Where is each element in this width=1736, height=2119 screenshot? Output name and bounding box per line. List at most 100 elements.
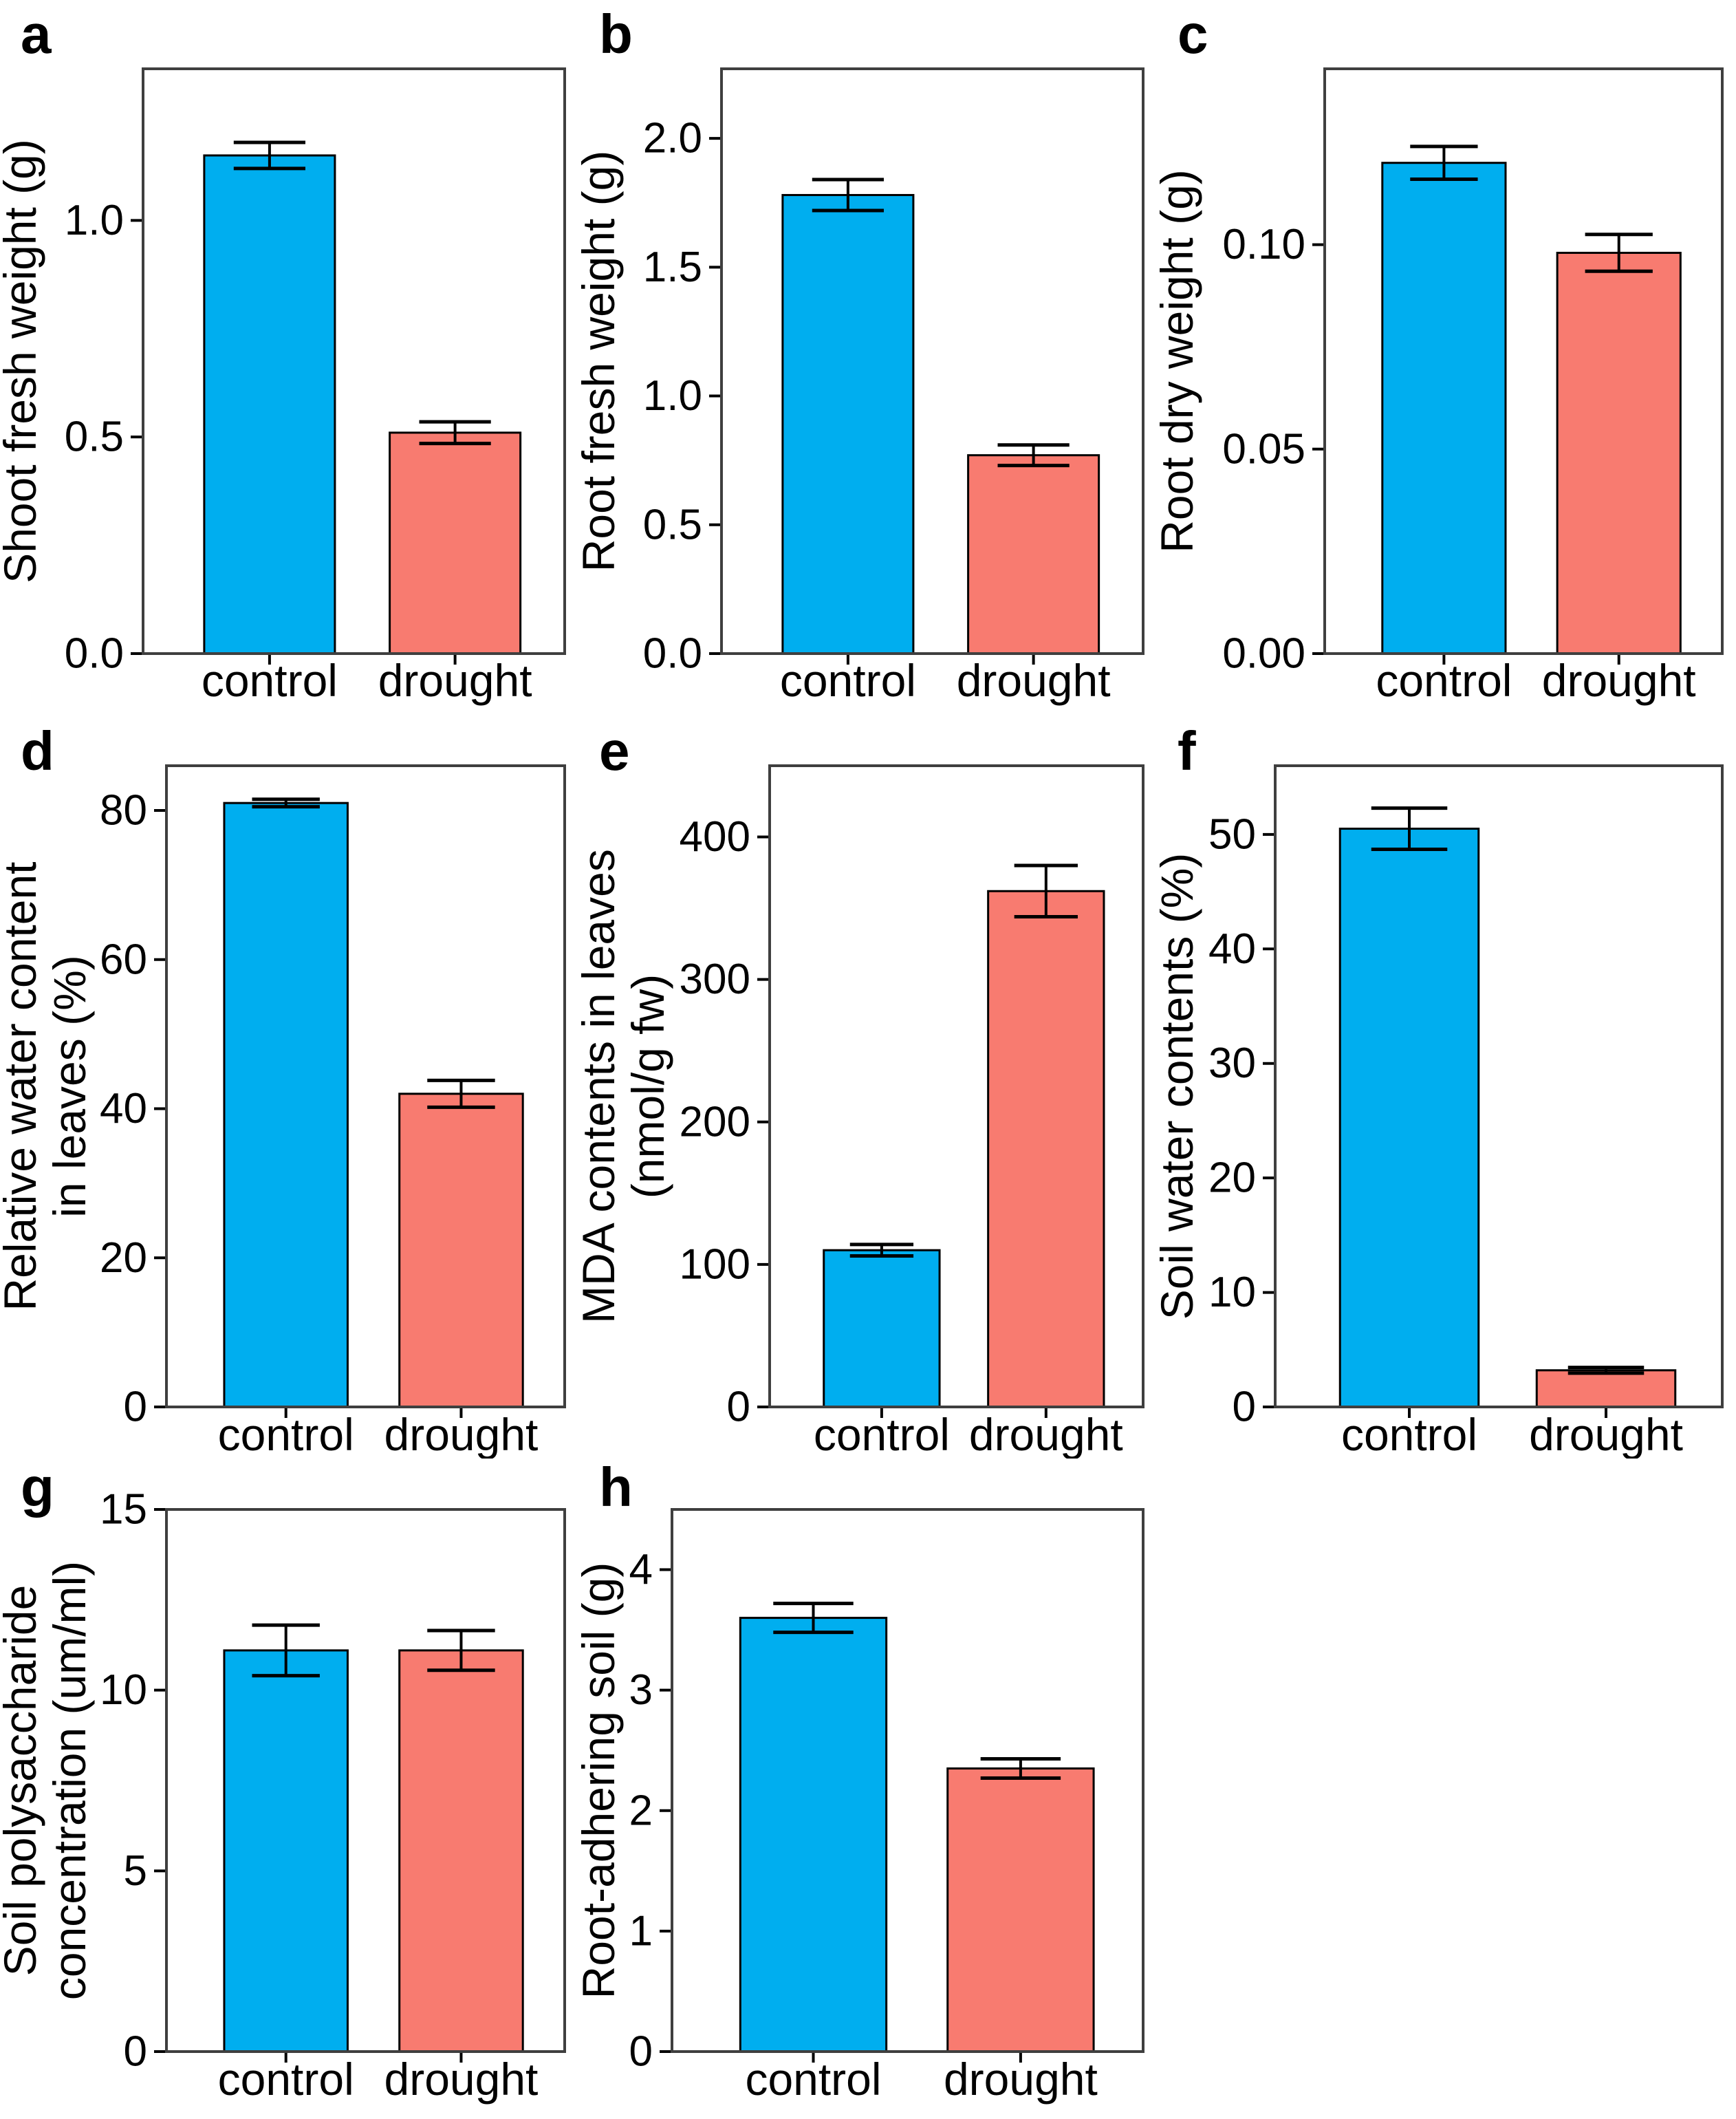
y-tick-label: 2 [629, 1787, 653, 1834]
y-tick-label: 0 [629, 2028, 653, 2076]
panel-a-chart: Shoot fresh weight (g) 0.0 0.5 1.0 control dr… [0, 67, 566, 706]
y-tick-label: 20 [100, 1234, 147, 1282]
y-tick-label: 0.05 [1222, 425, 1305, 473]
panel-d-letter: d [21, 720, 54, 782]
category-label-control: control [814, 1409, 950, 1459]
y-tick-label: 80 [100, 787, 147, 835]
y-tick-label: 15 [100, 1486, 147, 1534]
category-label-drought: drought [957, 655, 1111, 706]
y-tick-label: 60 [100, 936, 147, 983]
y-tick-label: 1.0 [65, 197, 124, 244]
category-label-control: control [218, 1409, 354, 1459]
y-tick-label: 5 [124, 1847, 147, 1895]
category-label-control: control [745, 2054, 881, 2105]
category-label-drought: drought [384, 1409, 539, 1459]
y-tick-label: 30 [1208, 1040, 1256, 1087]
bar-drought [987, 890, 1105, 1408]
y-tick-label: 1.5 [643, 244, 702, 291]
y-tick-label: 1 [629, 1907, 653, 1955]
y-tick-label: 0.00 [1222, 630, 1305, 678]
bar-control [739, 1617, 888, 2053]
y-tick-label: 200 [680, 1098, 750, 1145]
y-axis-title-line: Root-adhering soil (g) [578, 1562, 624, 1999]
panel-a-letter: a [21, 3, 52, 65]
category-label-drought: drought [969, 1409, 1123, 1459]
y-tick-label: 10 [1208, 1269, 1256, 1316]
y-axis-title-line: concentration (um/ml) [44, 1561, 95, 2000]
bar-drought [1535, 1369, 1677, 1408]
category-label-control: control [1376, 655, 1512, 706]
y-axis-title-line: in leaves (%) [44, 955, 95, 1217]
bar-control [203, 154, 336, 655]
bar-drought [389, 431, 522, 655]
y-axis-title-line: (nmol/g fw) [622, 974, 673, 1198]
y-tick-label: 0.5 [65, 413, 124, 461]
panel-d: d Relative water content in leaves (%) 0 20 4… [0, 709, 578, 1459]
bar-control [823, 1249, 941, 1408]
panel-c: c Root dry weight (g) 0.00 0.05 0.10 control d… [1157, 0, 1736, 709]
panel-g-letter: g [21, 1456, 54, 1518]
panel-e: e MDA contents in leaves (nmol/g fw) 0 100 20… [578, 709, 1157, 1459]
y-tick-label: 100 [680, 1240, 750, 1288]
category-label-drought: drought [378, 655, 532, 706]
category-label-drought: drought [1542, 655, 1696, 706]
y-tick-label: 40 [100, 1085, 147, 1132]
bar-drought [946, 1767, 1095, 2053]
panel-g: g Soil polysaccharide concentration (um/ml… [0, 1459, 578, 2119]
bar-control [781, 193, 915, 655]
plot-frame [142, 67, 566, 655]
y-tick-label: 0.0 [65, 630, 124, 678]
panel-b-letter: b [599, 3, 633, 65]
bar-control [223, 1649, 349, 2053]
panel-e-chart: MDA contents in leaves(nmol/g fw) 0 100 200… [578, 764, 1144, 1459]
category-label-drought: drought [1529, 1409, 1683, 1459]
category-label-control: control [218, 2054, 354, 2105]
y-axis-title-line: Soil water contents (%) [1157, 853, 1202, 1320]
panel-f: f Soil water contents (%) 0 10 20 30 40 50 contr… [1157, 709, 1736, 1459]
y-tick-label: 4 [629, 1546, 653, 1593]
bar-control [1338, 828, 1480, 1408]
panel-h-chart: Root-adhering soil (g)0 1 2 3 4 control drough… [578, 1508, 1144, 2105]
panel-c-letter: c [1178, 3, 1208, 65]
y-axis-title-line: Root fresh weight (g) [578, 151, 624, 572]
plot-frame [1323, 67, 1724, 655]
bar-control [223, 802, 349, 1408]
y-tick-label: 1.0 [643, 372, 702, 420]
y-tick-label: 2.0 [643, 115, 702, 162]
bar-drought [1556, 251, 1682, 655]
panel-h: h Root-adhering soil (g) 0 1 2 3 4 control droug… [578, 1459, 1157, 2119]
category-label-control: control [1341, 1409, 1477, 1459]
plot-frame [671, 1508, 1144, 2053]
panel-b-chart: Root fresh weight (g) 0.0 0.5 1.0 1.5 2.0 cont… [578, 67, 1144, 706]
y-tick-label: 400 [680, 813, 750, 861]
y-axis-title-line: MDA contents in leaves [578, 849, 624, 1324]
category-label-control: control [780, 655, 916, 706]
y-tick-label: 20 [1208, 1154, 1256, 1202]
y-tick-label: 50 [1208, 810, 1256, 858]
panel-h-letter: h [599, 1456, 633, 1518]
y-tick-label: 0 [727, 1384, 750, 1431]
bar-drought [398, 1649, 524, 2053]
category-label-drought: drought [384, 2054, 539, 2105]
plot-frame [165, 1508, 566, 2053]
y-tick-label: 40 [1208, 925, 1256, 973]
y-tick-label: 0.5 [643, 501, 702, 548]
category-label-drought: drought [944, 2054, 1098, 2105]
y-axis-title-line: Relative water content [0, 861, 45, 1311]
y-tick-label: 0.0 [643, 630, 702, 678]
y-axis-title-line: Shoot fresh weight (g) [0, 139, 45, 583]
y-tick-label: 10 [100, 1666, 147, 1714]
panel-a: a Shoot fresh weight (g) 0.0 0.5 1.0 control d… [0, 0, 578, 709]
bar-control [1381, 162, 1507, 655]
plot-frame [720, 67, 1144, 655]
panel-f-chart: Soil water contents (%) 0 10 20 30 40 50 contro… [1157, 764, 1724, 1459]
plot-frame [1274, 764, 1724, 1408]
bar-drought [398, 1093, 524, 1408]
panel-e-letter: e [599, 720, 630, 782]
y-tick-label: 300 [680, 956, 750, 1003]
y-tick-label: 0.10 [1222, 221, 1305, 268]
y-tick-label: 3 [629, 1666, 653, 1714]
